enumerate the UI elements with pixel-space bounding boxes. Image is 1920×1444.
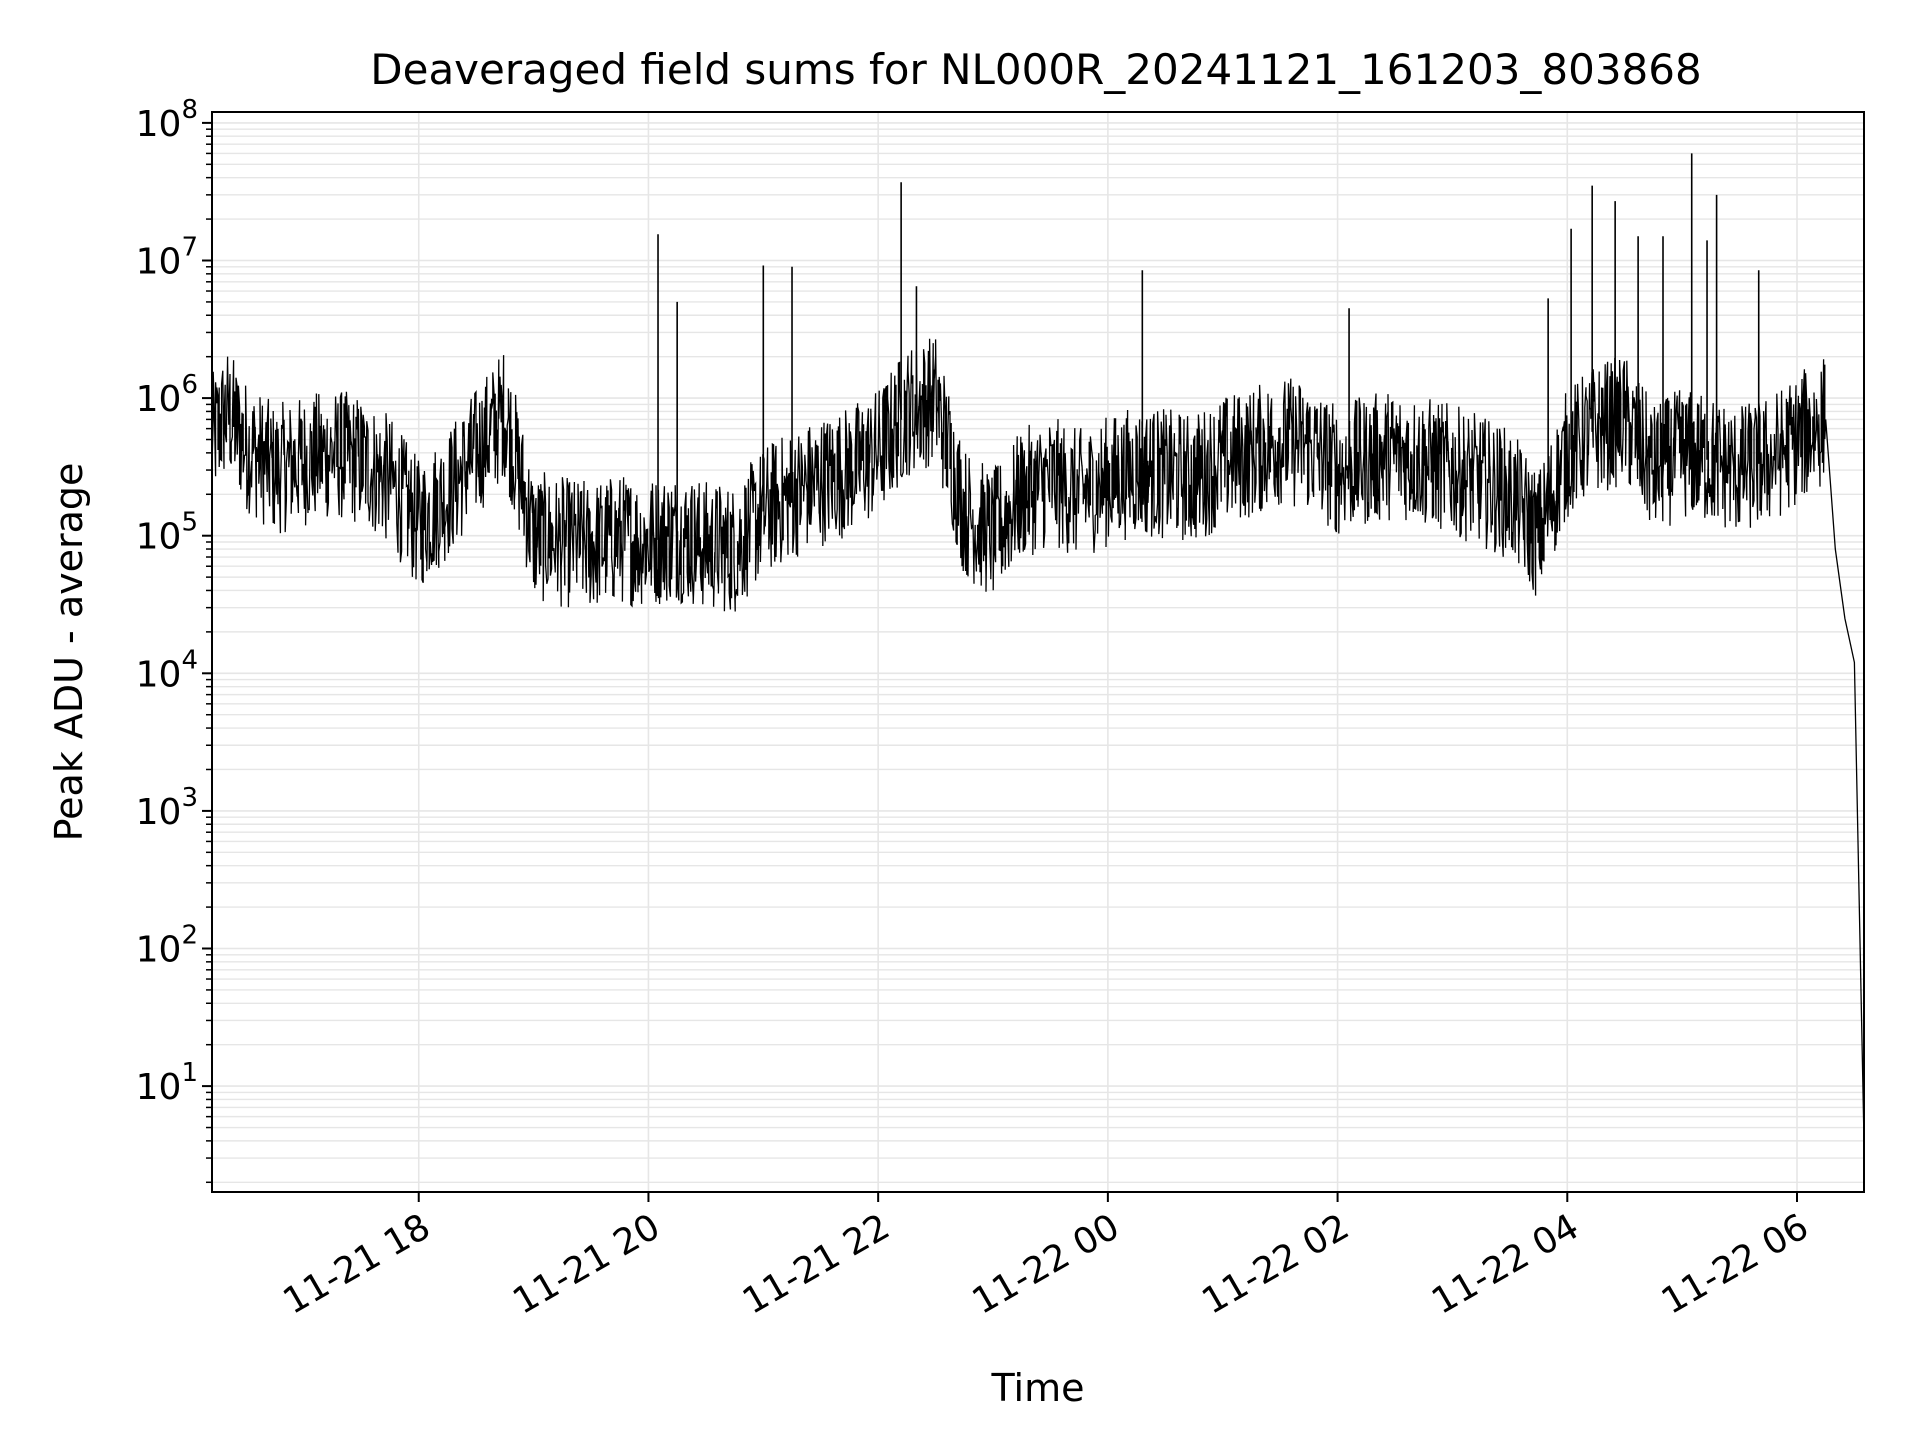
y-tick-label: 107 [136, 232, 198, 282]
y-tick-label: 106 [136, 370, 198, 420]
series-group [211, 153, 1865, 1141]
y-tick-label: 105 [136, 508, 198, 558]
chart-title: Deaveraged field sums for NL000R_2024112… [370, 45, 1701, 94]
y-tick-label: 108 [136, 95, 198, 145]
y-tick-label: 102 [136, 921, 198, 971]
plot-frame [211, 111, 1865, 1193]
series-line [211, 338, 1865, 1141]
y-axis-label: Peak ADU - average [47, 463, 91, 842]
y-axis: 101 102 103 104 105 106 107 108 [136, 95, 212, 1184]
x-axis-label: Time [991, 1366, 1085, 1410]
y-tick-label: 101 [136, 1058, 198, 1108]
y-tick-label: 104 [136, 645, 198, 695]
grid [212, 112, 1864, 1192]
y-tick-label: 103 [136, 783, 198, 833]
